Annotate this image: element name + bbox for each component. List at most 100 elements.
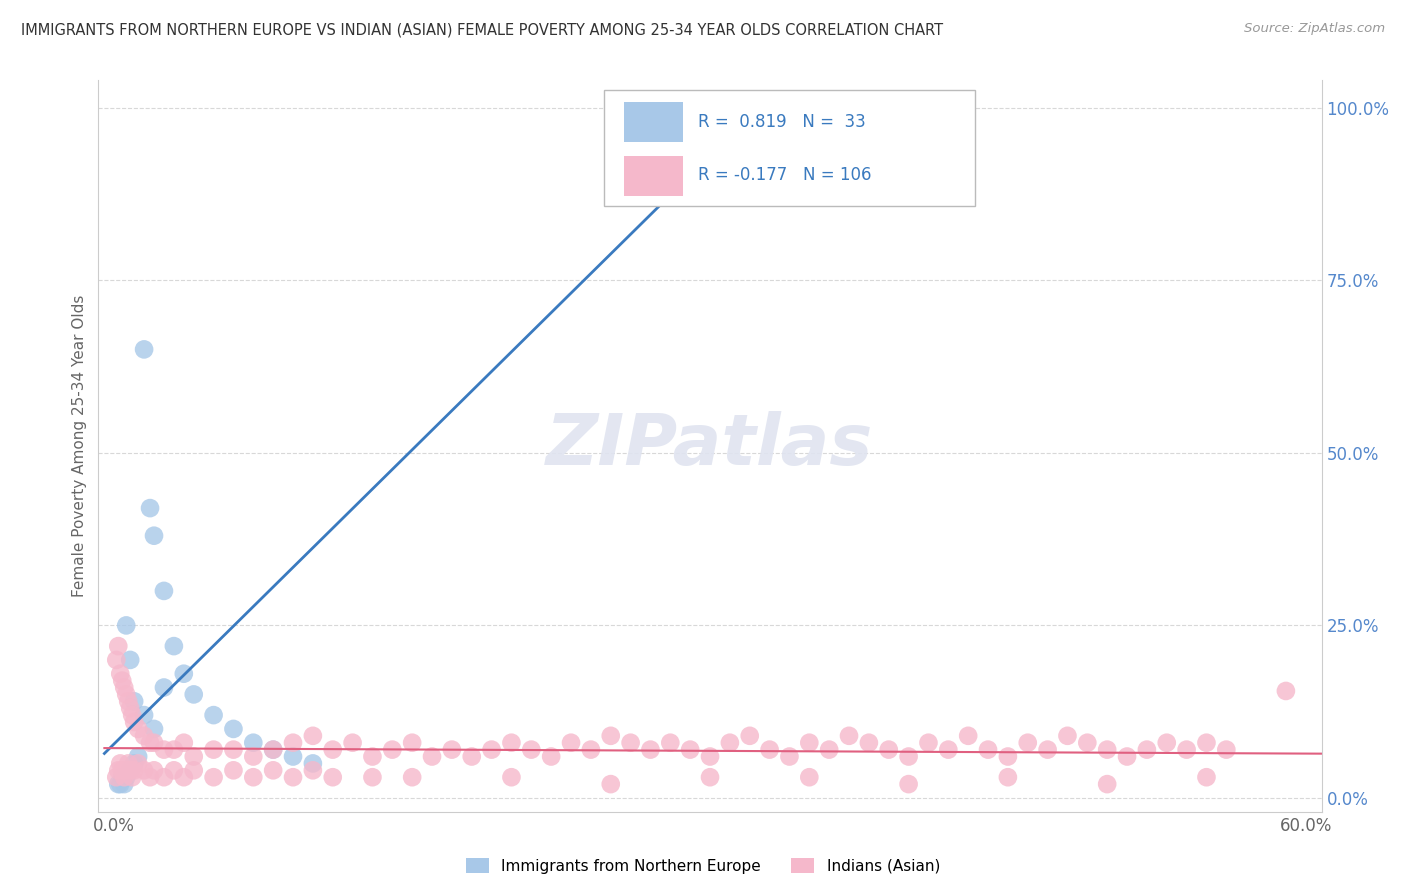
- Point: [302, 764, 325, 778]
- Point: [302, 756, 325, 771]
- Point: [163, 639, 186, 653]
- Point: [120, 701, 142, 715]
- Point: [361, 749, 384, 764]
- Point: [153, 742, 176, 756]
- Point: [838, 729, 860, 743]
- Point: [997, 749, 1019, 764]
- Point: [202, 742, 225, 756]
- Point: [183, 749, 205, 764]
- Point: [679, 742, 702, 756]
- Point: [997, 770, 1019, 784]
- Y-axis label: Female Poverty Among 25-34 Year Olds: Female Poverty Among 25-34 Year Olds: [72, 295, 87, 597]
- Point: [115, 764, 138, 778]
- Point: [579, 742, 602, 756]
- Point: [1275, 684, 1298, 698]
- Point: [202, 708, 225, 723]
- Point: [173, 736, 195, 750]
- Point: [281, 770, 304, 784]
- Point: [858, 736, 880, 750]
- Point: [322, 770, 344, 784]
- Point: [1116, 749, 1139, 764]
- Point: [699, 770, 721, 784]
- Point: [132, 343, 155, 357]
- Point: [1036, 742, 1059, 756]
- FancyBboxPatch shape: [624, 103, 683, 143]
- Point: [127, 756, 149, 771]
- Point: [718, 736, 741, 750]
- Point: [183, 764, 205, 778]
- Point: [222, 764, 245, 778]
- Point: [361, 770, 384, 784]
- Point: [132, 729, 155, 743]
- Point: [897, 749, 920, 764]
- Point: [640, 742, 662, 756]
- Point: [222, 722, 245, 736]
- Point: [262, 764, 284, 778]
- Point: [420, 749, 443, 764]
- Point: [111, 673, 134, 688]
- Point: [1195, 770, 1218, 784]
- Point: [115, 770, 138, 784]
- Point: [120, 764, 142, 778]
- Point: [153, 770, 176, 784]
- Point: [122, 694, 145, 708]
- Point: [222, 742, 245, 756]
- Point: [799, 770, 821, 784]
- Point: [1076, 736, 1098, 750]
- Point: [122, 714, 145, 729]
- Point: [501, 770, 523, 784]
- Point: [111, 764, 134, 778]
- Point: [120, 653, 142, 667]
- Point: [107, 777, 129, 791]
- Point: [110, 756, 132, 771]
- Point: [709, 121, 731, 136]
- Legend: Immigrants from Northern Europe, Indians (Asian): Immigrants from Northern Europe, Indians…: [460, 852, 946, 880]
- Point: [659, 736, 682, 750]
- Point: [977, 742, 1000, 756]
- Point: [163, 764, 186, 778]
- Point: [1156, 736, 1178, 750]
- Point: [1215, 742, 1237, 756]
- Point: [599, 729, 621, 743]
- Point: [877, 742, 900, 756]
- Point: [139, 501, 162, 516]
- Point: [110, 777, 132, 791]
- Point: [281, 736, 304, 750]
- Point: [143, 529, 166, 543]
- Point: [105, 653, 128, 667]
- Point: [1175, 742, 1198, 756]
- Text: IMMIGRANTS FROM NORTHERN EUROPE VS INDIAN (ASIAN) FEMALE POVERTY AMONG 25-34 YEA: IMMIGRANTS FROM NORTHERN EUROPE VS INDIA…: [21, 22, 943, 37]
- Point: [520, 742, 543, 756]
- Point: [121, 770, 143, 784]
- Point: [173, 770, 195, 784]
- Point: [599, 777, 621, 791]
- Point: [110, 666, 132, 681]
- Point: [111, 770, 134, 784]
- Point: [107, 764, 129, 778]
- Point: [540, 749, 562, 764]
- Point: [699, 749, 721, 764]
- Point: [143, 722, 166, 736]
- Point: [401, 736, 423, 750]
- Point: [117, 756, 139, 771]
- Point: [242, 749, 264, 764]
- Point: [818, 742, 841, 756]
- Point: [117, 694, 139, 708]
- Point: [699, 121, 721, 136]
- Point: [132, 764, 155, 778]
- FancyBboxPatch shape: [603, 90, 976, 206]
- Point: [302, 729, 325, 743]
- Point: [620, 736, 643, 750]
- Point: [153, 583, 176, 598]
- Point: [1056, 729, 1078, 743]
- Point: [112, 770, 135, 784]
- Point: [401, 770, 423, 784]
- Point: [481, 742, 503, 756]
- Point: [799, 736, 821, 750]
- Point: [132, 708, 155, 723]
- Text: Source: ZipAtlas.com: Source: ZipAtlas.com: [1244, 22, 1385, 36]
- Point: [122, 756, 145, 771]
- Point: [669, 121, 692, 136]
- Text: R =  0.819   N =  33: R = 0.819 N = 33: [697, 113, 866, 131]
- Point: [1136, 742, 1159, 756]
